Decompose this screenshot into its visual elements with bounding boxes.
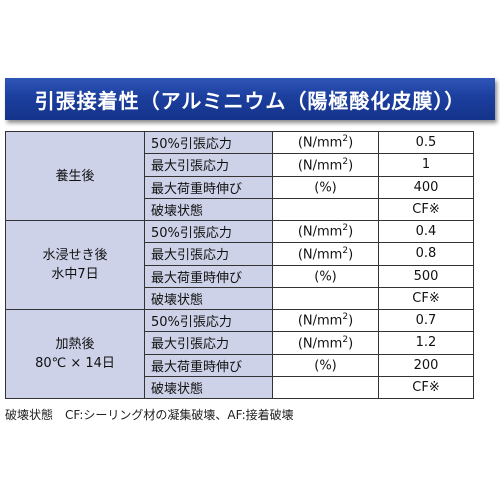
- section-title: 引張接着性（アルミニウム（陽極酸化皮膜））: [34, 88, 466, 113]
- property-name: 50%引張応力: [144, 219, 273, 244]
- condition-line: 水浸せき後: [42, 248, 108, 263]
- value-cell: CF※: [378, 286, 474, 311]
- properties-table: 養生後 50%引張応力 (N/mm2) 0.5 最大引張応力 (N/mm2) 1…: [5, 130, 474, 400]
- unit-cell: (N/mm2): [272, 331, 379, 355]
- value-cell: 1.2: [378, 331, 474, 355]
- unit-cell: (%): [272, 175, 379, 199]
- value-cell: 1: [378, 153, 474, 177]
- unit-cell: (N/mm2): [272, 308, 379, 333]
- unit-cell: [272, 197, 379, 222]
- unit-cell: [272, 286, 379, 311]
- condition-cell: 加熱後 80℃ × 14日: [5, 309, 145, 399]
- property-name: 最大引張応力: [144, 153, 273, 177]
- value-cell: 0.5: [378, 130, 474, 155]
- property-name: 最大引張応力: [144, 331, 273, 355]
- condition-cell: 養生後: [5, 131, 145, 221]
- footnote: 破壊状態 CF:シーリング材の凝集破壊、AF:接着破壊: [5, 408, 294, 422]
- table-row: 破壊状態 CF※: [6, 197, 474, 222]
- unit-cell: (%): [272, 353, 379, 377]
- unit-cell: (N/mm2): [272, 219, 379, 244]
- unit-cell: (N/mm2): [272, 153, 379, 177]
- unit-cell: [272, 375, 379, 400]
- table-row: 水浸せき後 水中7日 50%引張応力 (N/mm2) 0.4: [5, 219, 474, 310]
- value-cell: CF※: [378, 375, 474, 400]
- value-cell: 500: [378, 264, 474, 288]
- property-name: 最大荷重時伸び: [144, 264, 273, 288]
- property-name: 50%引張応力: [144, 308, 273, 333]
- property-name: 破壊状態: [144, 286, 273, 311]
- unit-cell: (N/mm2): [272, 242, 379, 266]
- value-cell: 0.7: [378, 308, 474, 333]
- table-row: 最大荷重時伸び (%) 400: [6, 175, 474, 199]
- condition-line: 養生後: [55, 168, 95, 184]
- property-name: 最大荷重時伸び: [144, 175, 273, 199]
- unit-cell: (N/mm2): [272, 130, 379, 155]
- table-row: 最大引張応力 (N/mm2) 1: [6, 153, 474, 177]
- unit-cell: (%): [272, 264, 379, 288]
- table-row: 最大荷重時伸び (%) 200: [6, 353, 474, 377]
- value-cell: 0.8: [378, 242, 474, 266]
- value-cell: 400: [378, 175, 474, 199]
- table-row: 破壊状態 CF※: [6, 286, 474, 311]
- table-row: 破壊状態 CF※: [6, 375, 474, 400]
- value-cell: CF※: [378, 197, 474, 222]
- table-row: 最大引張応力 (N/mm2) 0.8: [6, 242, 474, 266]
- property-name: 最大荷重時伸び: [144, 353, 273, 377]
- property-name: 最大引張応力: [144, 242, 273, 266]
- condition-line: 加熱後: [55, 337, 95, 352]
- section-title-banner: 引張接着性（アルミニウム（陽極酸化皮膜））: [5, 78, 495, 120]
- table-row: 養生後 50%引張応力 (N/mm2) 0.5: [5, 130, 474, 221]
- condition-line: 80℃ × 14日: [35, 356, 115, 371]
- value-cell: 200: [378, 353, 474, 377]
- property-name: 破壊状態: [144, 197, 273, 222]
- condition-line: 水中7日: [51, 267, 99, 282]
- condition-cell: 水浸せき後 水中7日: [5, 220, 145, 310]
- table-row: 加熱後 80℃ × 14日 50%引張応力 (N/mm2) 0.7: [5, 308, 474, 399]
- property-name: 50%引張応力: [144, 130, 273, 155]
- property-name: 破壊状態: [144, 375, 273, 400]
- value-cell: 0.4: [378, 219, 474, 244]
